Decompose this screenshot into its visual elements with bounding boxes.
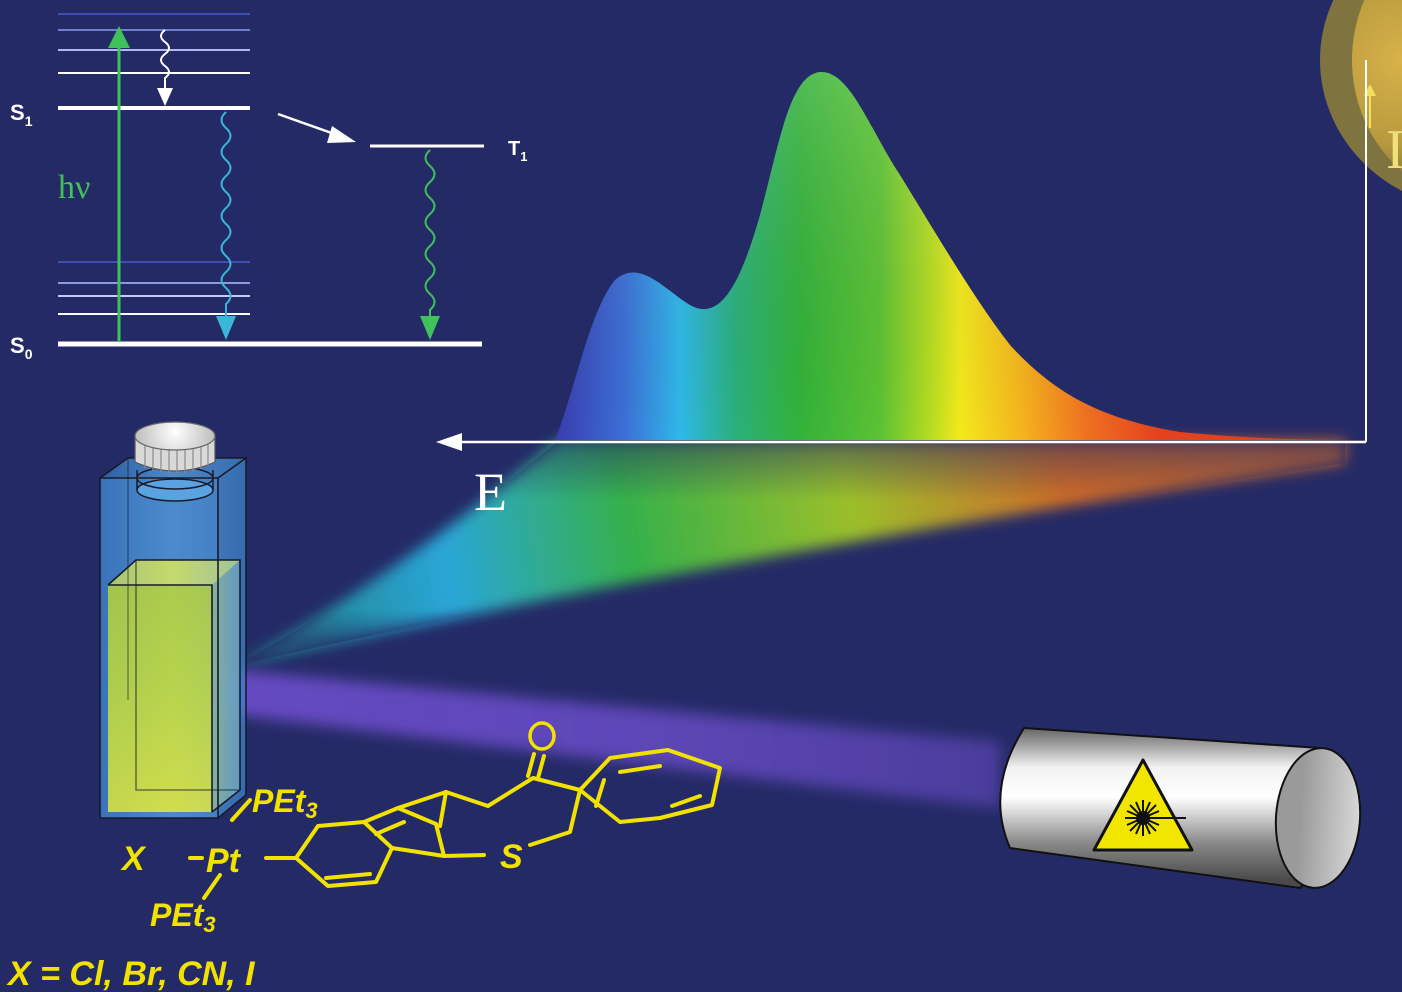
halide-atom-label: X	[120, 840, 147, 878]
laser-beam	[212, 668, 1000, 808]
sulfur-atom-label: S	[500, 838, 523, 876]
laser-source	[999, 726, 1362, 890]
fluorescence-arrow	[220, 111, 232, 318]
corner-decoration: I	[1320, 0, 1402, 191]
laser-warning-icon	[1092, 758, 1194, 852]
phosphorescence-arrow	[424, 149, 436, 318]
phosphine-ligand-top: PEt3	[252, 783, 318, 823]
jablonski-diagram: S1 S0 T1 hν	[10, 13, 527, 362]
t1-label: T1	[508, 138, 527, 164]
intersystem-crossing-arrow	[277, 112, 341, 138]
cuvette	[99, 421, 247, 819]
phosphine-ligand-bottom: PEt3	[150, 897, 216, 937]
s1-label: S1	[10, 100, 33, 129]
metal-atom-label: Pt	[206, 842, 242, 880]
vibrational-relaxation-arrow	[160, 29, 170, 92]
oxygen-atom	[528, 721, 556, 751]
intensity-axis-label: I	[1386, 119, 1402, 181]
s0-label: S0	[10, 333, 33, 362]
emission-fan	[238, 440, 1345, 665]
molecule-structure	[188, 748, 722, 900]
energy-axis-label: E	[474, 462, 507, 522]
substituent-list: X = Cl, Br, CN, I	[6, 955, 256, 992]
emission-spectrum: E	[436, 60, 1367, 522]
excitation-arrowhead	[108, 26, 130, 48]
excitation-label: hν	[58, 169, 90, 206]
laser-end-cap	[1274, 747, 1362, 889]
energy-axis-arrowhead	[436, 433, 462, 451]
molecule-labels: X Pt PEt3 PEt3 S X = Cl, Br, CN, I	[6, 721, 556, 992]
